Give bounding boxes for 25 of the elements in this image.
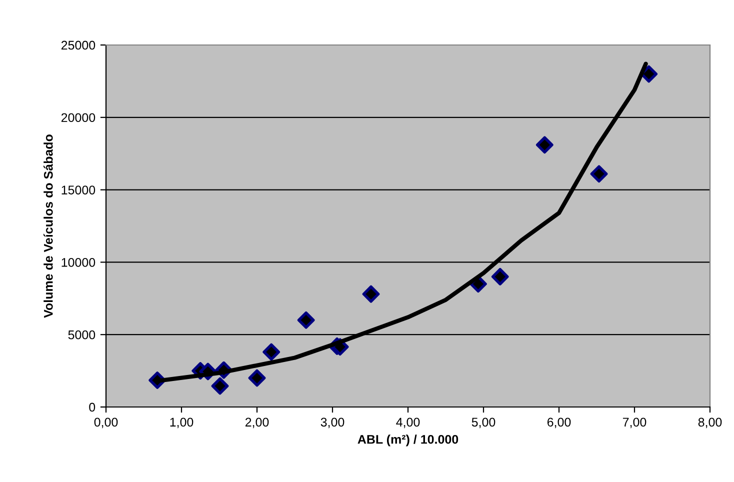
x-tick-label: 4,00 (396, 418, 420, 428)
x-tick-label: 8,00 (698, 418, 722, 428)
y-tick-label: 20000 (61, 113, 96, 122)
point (248, 369, 266, 387)
point (491, 268, 509, 286)
x-tick-label: 3,00 (320, 418, 344, 428)
y-tick-label: 0 (89, 402, 96, 412)
x-tick-label: 2,00 (245, 418, 269, 428)
y-tick-label: 25000 (61, 40, 96, 50)
point (211, 377, 229, 395)
y-tick-label: 10000 (62, 258, 96, 267)
y-axis-title: Volume de Veículos do Sábado (44, 134, 53, 318)
y-tick-label: 5000 (68, 330, 96, 340)
x-axis-title: ABL (m²) / 10.000 (358, 434, 458, 446)
x-tick-label: 0,00 (94, 418, 118, 428)
x-tick-label: 5,00 (472, 418, 496, 428)
point (362, 285, 380, 303)
x-tick-label: 6,00 (547, 418, 571, 428)
y-tick-label: 15000 (62, 186, 96, 194)
point (297, 311, 315, 329)
x-tick-label: 7,00 (622, 418, 646, 428)
point (590, 165, 608, 183)
point (262, 343, 280, 361)
point (536, 136, 554, 154)
x-tick-label: 1,00 (170, 418, 194, 428)
